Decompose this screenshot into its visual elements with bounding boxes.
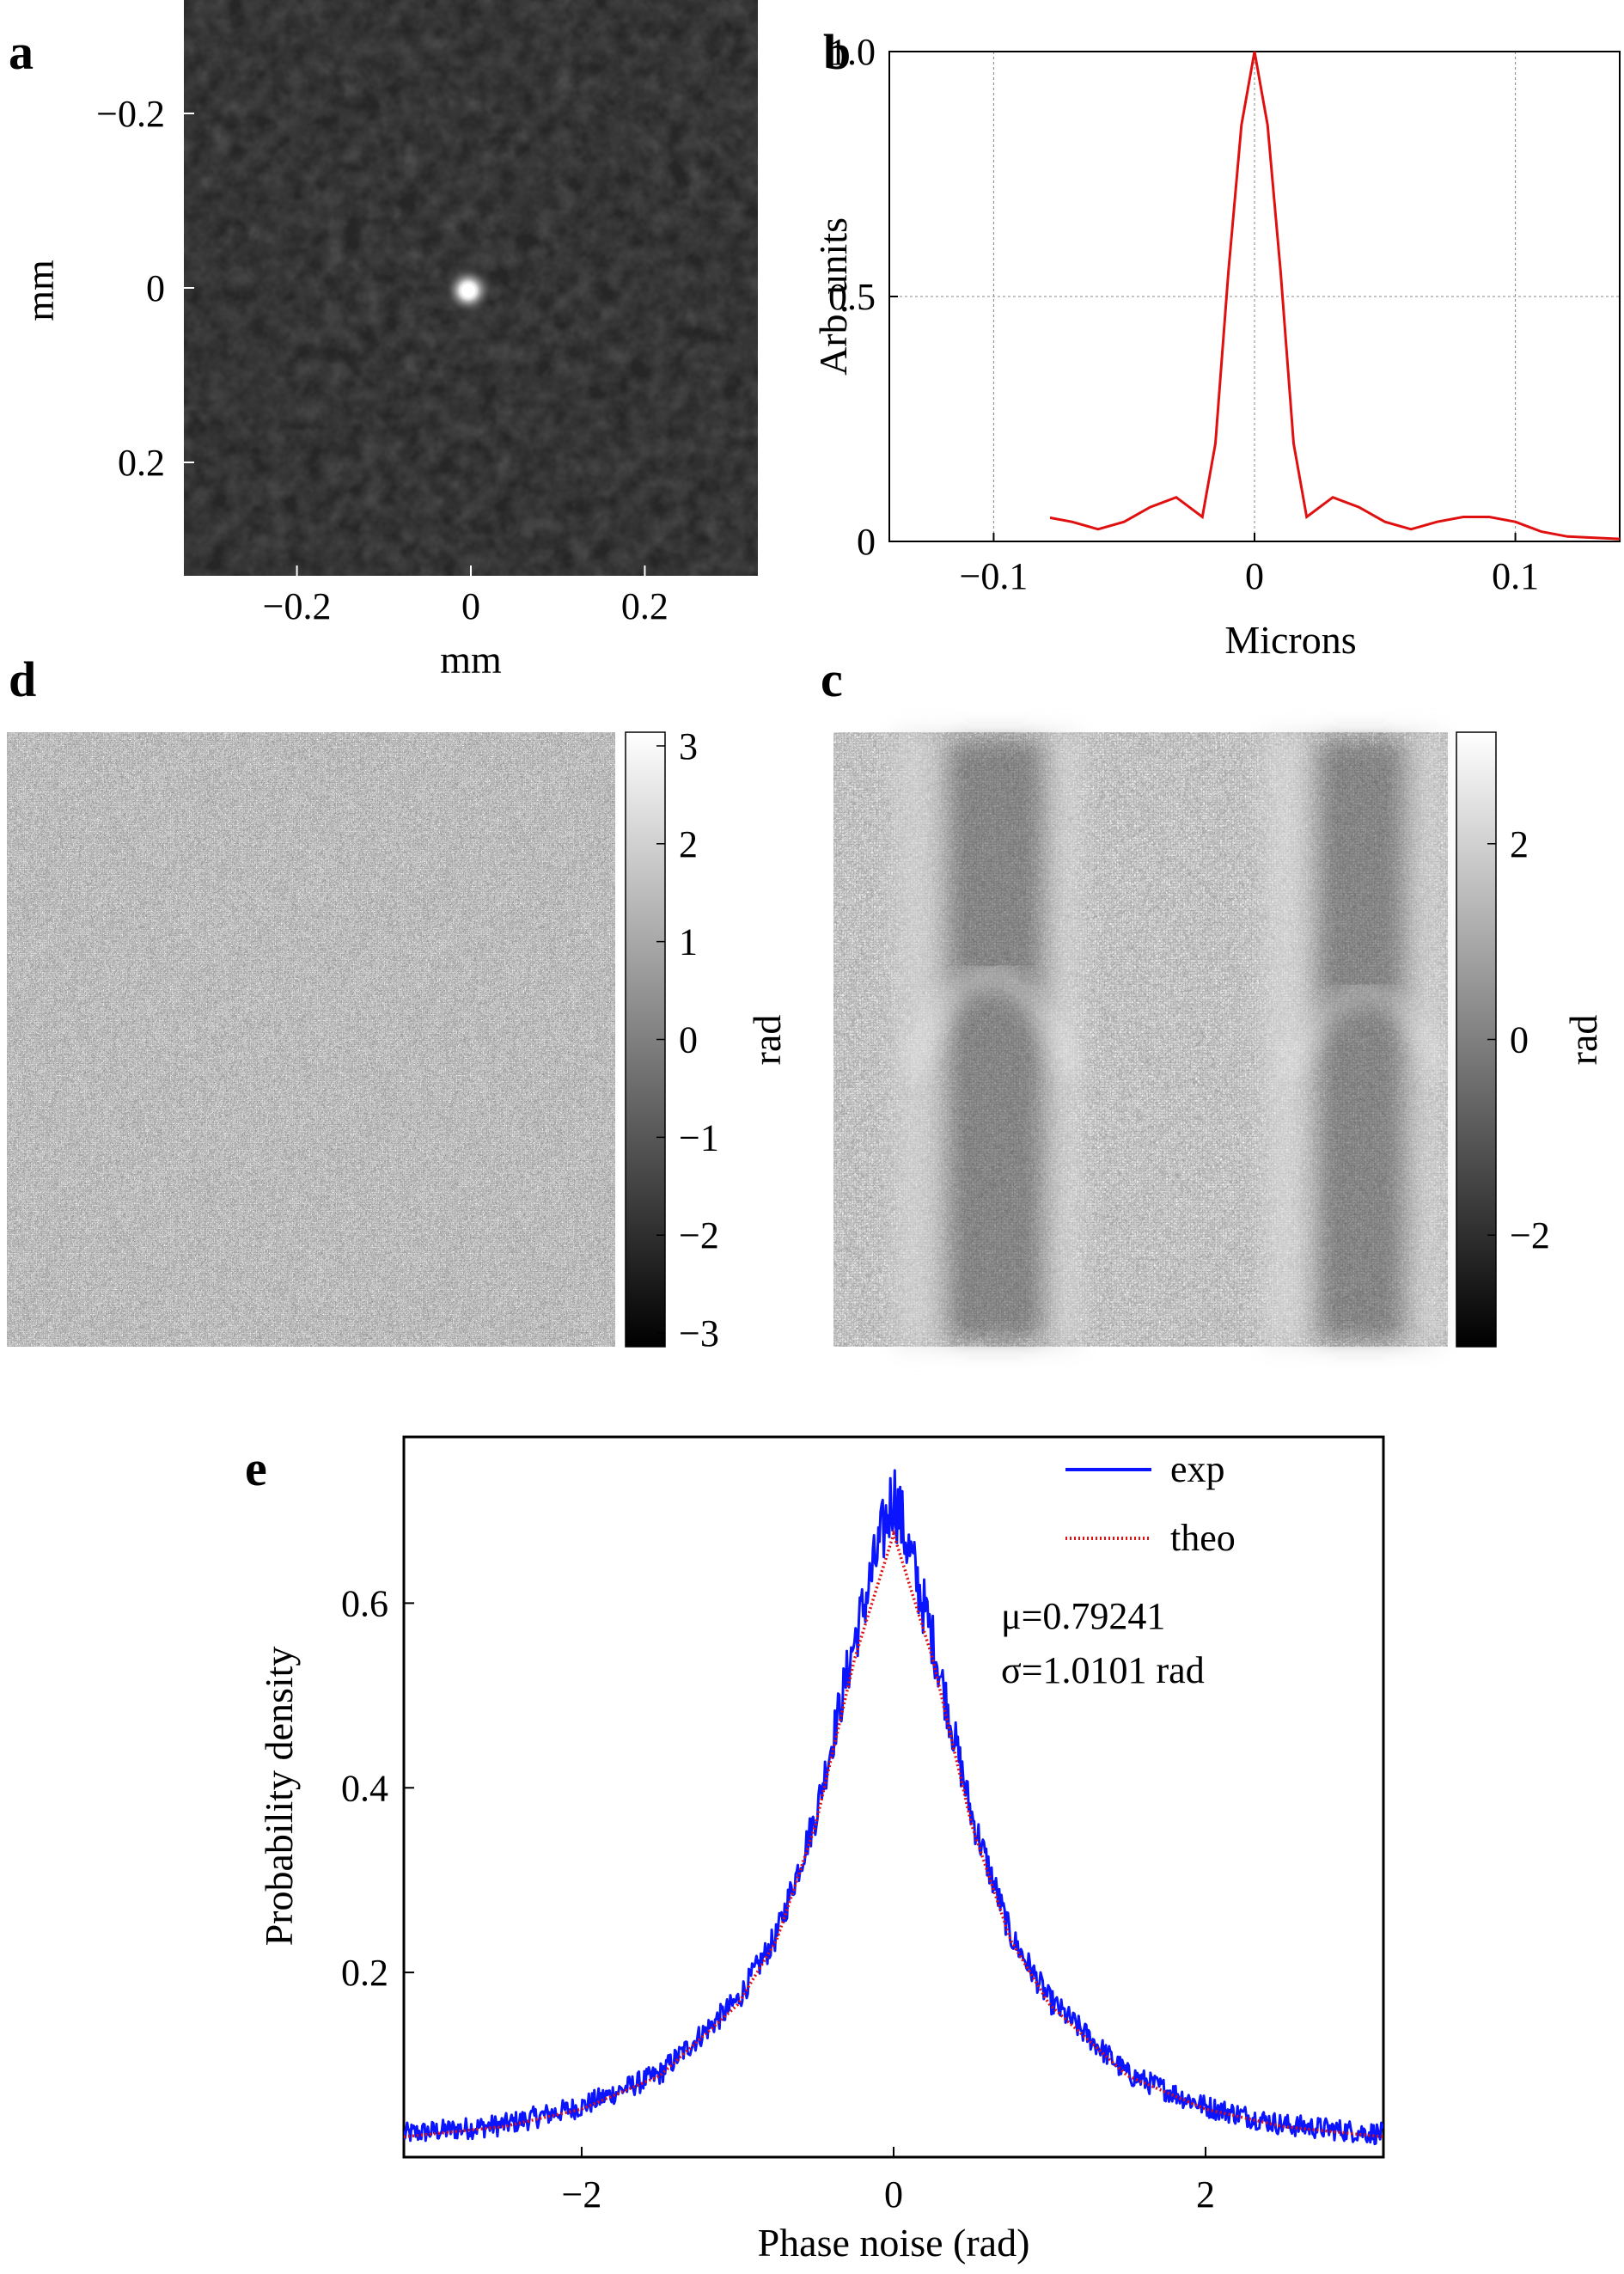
- panel-c-colorbar-tick-label: −2: [1510, 1214, 1550, 1256]
- panel-a-bright-core: [461, 284, 475, 297]
- panel-a-x-ticks: −0.2 0 0.2: [263, 565, 669, 627]
- panel-e-ytick-label: 0.2: [341, 1952, 388, 1994]
- panel-e-annotation-sigma: σ=1.0101 rad: [1001, 1649, 1205, 1691]
- panel-c-band-right-dark: [1310, 739, 1413, 1341]
- panel-c-colorbar-tick-label: 0: [1510, 1019, 1529, 1061]
- panel-a: a −0.2 0 0.2 −0.2 0 0.2 mm mm: [9, 0, 758, 682]
- panel-d-colorbar-tick-label: 3: [679, 725, 698, 767]
- panel-b-ytick-label: 0: [857, 521, 876, 563]
- panel-b: b −0.1 0 0.1 0 0.5 1.0 Microns Arb. units: [811, 24, 1621, 662]
- panel-e-xtick-label: 2: [1196, 2173, 1215, 2216]
- panel-b-profile-line: [1050, 52, 1620, 541]
- legend-exp-label: exp: [1170, 1448, 1225, 1490]
- panel-e-ytick-label: 0.6: [341, 1582, 388, 1624]
- panel-b-xtick-label: 0.1: [1492, 555, 1539, 597]
- panel-e-ytick-label: 0.4: [341, 1767, 388, 1809]
- panel-d-image-speckle: [7, 732, 615, 1347]
- panel-c-arch-right: [1280, 983, 1452, 1079]
- legend-theo-label: theo: [1170, 1517, 1236, 1559]
- panel-e-annotation-mu: μ=0.79241: [1001, 1595, 1165, 1637]
- panel-a-ytick-label: −0.2: [96, 93, 165, 135]
- panel-d-colorbar-tick-label: −3: [679, 1312, 719, 1354]
- panel-c-band-left-dark: [941, 739, 1053, 1341]
- panel-b-ticks: −0.1 0 0.1 0 0.5 1.0: [828, 31, 1539, 597]
- panel-e-xlabel: Phase noise (rad): [758, 2221, 1030, 2265]
- panel-e: e −2 0 2 0.2 0.4 0.6 exp theo μ=0.79241 σ=1.0…: [245, 1435, 1385, 2265]
- panel-b-xlabel: Microns: [1224, 618, 1356, 662]
- panel-c-colorbar-label: rad: [1561, 1015, 1605, 1066]
- panel-c-arch-left: [901, 966, 1084, 1079]
- panel-d: d −3 −2 −1 0 1 2 3 rad: [7, 651, 789, 1354]
- panel-d-colorbar-tick-label: −1: [679, 1116, 719, 1158]
- panel-d-colorbar-tick-label: 1: [679, 921, 698, 963]
- panel-d-colorbar-ticks: −3 −2 −1 0 1 2 3: [656, 725, 719, 1354]
- panel-e-legend: exp theo: [1065, 1448, 1236, 1559]
- panel-b-xtick-label: 0: [1245, 555, 1264, 597]
- panel-a-ytick-label: 0: [146, 267, 165, 309]
- panel-a-xtick-label: −0.2: [263, 585, 332, 627]
- panel-a-ylabel: mm: [18, 260, 62, 321]
- panel-c-colorbar-tick-label: 2: [1510, 823, 1529, 865]
- panel-e-axes-frame: [402, 1435, 1385, 2159]
- panel-a-xlabel: mm: [440, 638, 502, 682]
- panel-e-ylabel: Probability density: [257, 1647, 301, 1947]
- panel-d-colorbar-label: rad: [745, 1015, 789, 1066]
- panel-c-colorbar-ticks: −2 0 2: [1487, 823, 1550, 1256]
- panel-b-ylabel: Arb. units: [811, 217, 855, 376]
- panel-e-theo-line: [404, 1528, 1383, 2139]
- panel-b-grid: [889, 51, 1620, 542]
- panel-c: c −2 0 2 rad: [821, 651, 1605, 1348]
- panel-e-xtick-label: −2: [562, 2173, 602, 2216]
- panel-b-xtick-label: −0.1: [960, 555, 1029, 597]
- panel-c-letter: c: [821, 651, 843, 707]
- panel-d-colorbar-tick-label: 0: [679, 1019, 698, 1061]
- panel-b-ytick-label: 0.5: [828, 276, 876, 318]
- panel-a-ytick-label: 0.2: [118, 442, 165, 484]
- panel-a-letter: a: [9, 24, 34, 80]
- panel-e-letter: e: [245, 1440, 267, 1496]
- panel-e-exp-line: [404, 1469, 1383, 2146]
- panel-a-y-ticks: −0.2 0 0.2: [96, 93, 194, 484]
- panel-b-letter: b: [823, 24, 851, 80]
- panel-d-colorbar-tick-label: −2: [679, 1214, 719, 1256]
- panel-e-ticks: −2 0 2 0.2 0.4 0.6: [341, 1582, 1215, 2216]
- panel-e-xtick-label: 0: [884, 2173, 903, 2216]
- panel-c-structure: [894, 732, 1444, 1347]
- panel-d-colorbar-tick-label: 2: [679, 823, 698, 865]
- panel-a-xtick-label: 0.2: [621, 585, 669, 627]
- panel-a-xtick-label: 0: [461, 585, 480, 627]
- panel-d-letter: d: [9, 651, 36, 707]
- panel-b-ytick-label: 1.0: [828, 31, 876, 73]
